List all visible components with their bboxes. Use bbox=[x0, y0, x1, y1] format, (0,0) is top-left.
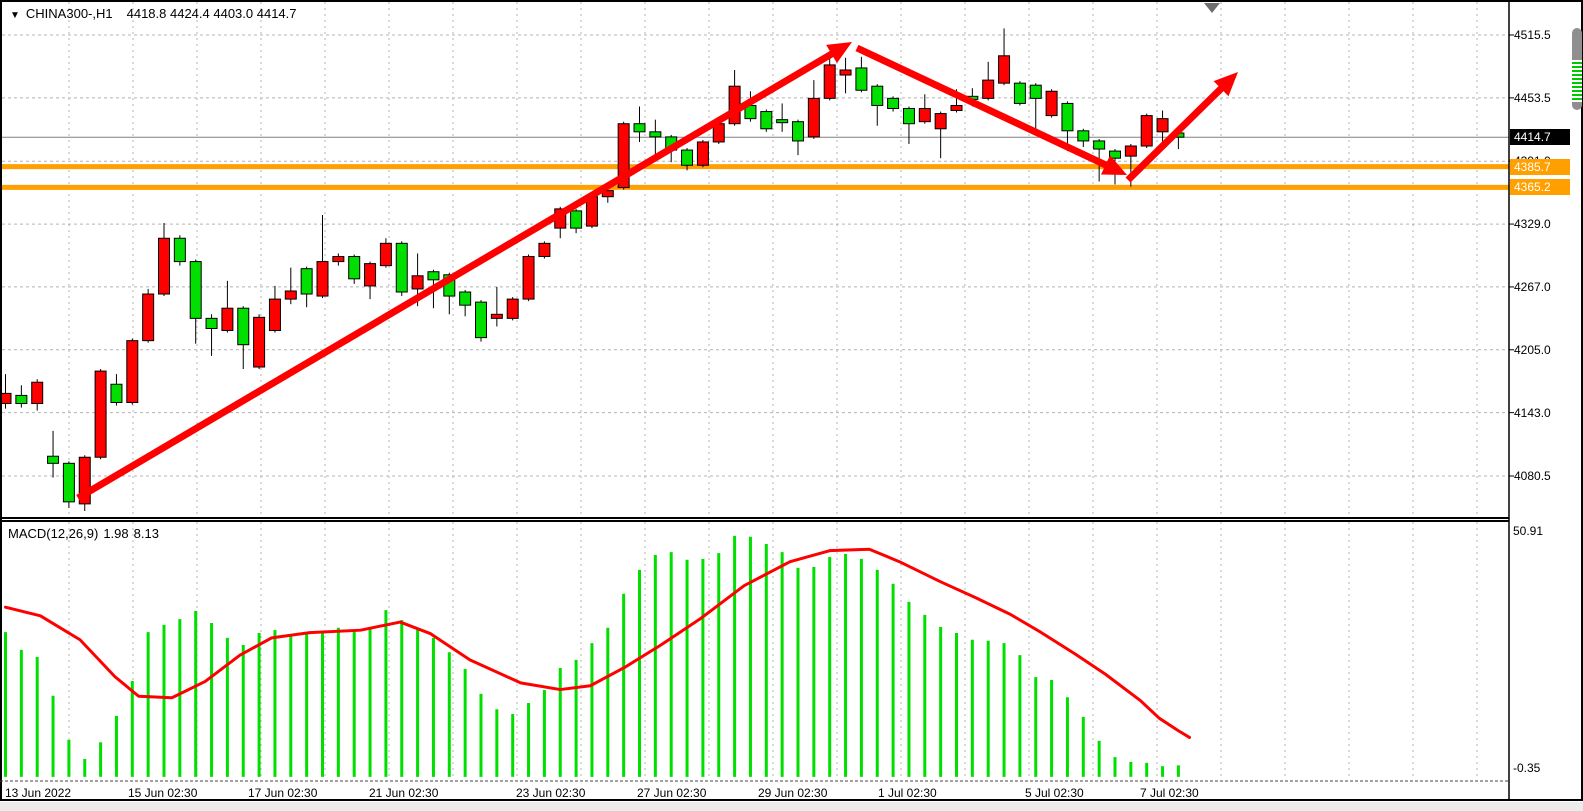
macd-scale-min: -0.35 bbox=[1513, 761, 1541, 775]
macd-signal-value: 8.13 bbox=[133, 526, 159, 541]
time-axis-tick: 1 Jul 02:30 bbox=[878, 786, 937, 800]
symbol-title: CHINA300-,H1 bbox=[25, 6, 113, 21]
header-ohlc-values: 4418.8 4424.4 4403.0 4414.7 bbox=[126, 6, 297, 21]
time-axis-tick: 23 Jun 02:30 bbox=[516, 786, 586, 800]
scrollbar-stripes-decoration bbox=[1572, 60, 1582, 102]
time-axis-tick: 29 Jun 02:30 bbox=[758, 786, 828, 800]
current-price-label: 4414.7 bbox=[1510, 129, 1570, 146]
time-axis-tick: 5 Jul 02:30 bbox=[1025, 786, 1084, 800]
price-axis-tick: 4267.0 bbox=[1514, 279, 1551, 294]
time-axis-tick: 15 Jun 02:30 bbox=[128, 786, 198, 800]
price-axis-tick: 4329.0 bbox=[1514, 217, 1551, 232]
price-axis-tick: 4453.5 bbox=[1514, 90, 1551, 105]
price-axis-tick: 4515.5 bbox=[1514, 28, 1551, 42]
level-price-label-2: 4365.2 bbox=[1510, 179, 1570, 196]
window-bottom-strip bbox=[0, 802, 1583, 811]
macd-indicator-label: MACD(12,26,9) 1.98 8.13 bbox=[8, 526, 164, 541]
level-price-label-1: 4385.7 bbox=[1510, 158, 1570, 175]
macd-scale-max: 50.91 bbox=[1513, 524, 1544, 538]
price-axis-tick: 4080.5 bbox=[1514, 469, 1551, 483]
time-axis-tick: 27 Jun 02:30 bbox=[637, 786, 707, 800]
chart-header: ▼ CHINA300-,H1 4418.8 4424.4 4403.0 4414.7 bbox=[10, 6, 297, 21]
macd-main-value: 1.98 bbox=[103, 526, 129, 541]
time-axis-tick: 17 Jun 02:30 bbox=[248, 786, 318, 800]
time-axis-tick: 7 Jul 02:30 bbox=[1140, 786, 1199, 800]
time-axis-tick: 13 Jun 2022 bbox=[5, 786, 72, 800]
right-scrollbar-thumb[interactable] bbox=[1572, 28, 1582, 110]
macd-name: MACD(12,26,9) bbox=[8, 526, 99, 541]
price-axis-tick: 4205.0 bbox=[1514, 342, 1551, 357]
time-axis-tick: 21 Jun 02:30 bbox=[369, 786, 439, 800]
chart-shift-marker[interactable] bbox=[1204, 3, 1220, 13]
symbol-marker-icon: ▼ bbox=[10, 10, 20, 21]
price-axis-tick: 4143.0 bbox=[1514, 405, 1551, 420]
